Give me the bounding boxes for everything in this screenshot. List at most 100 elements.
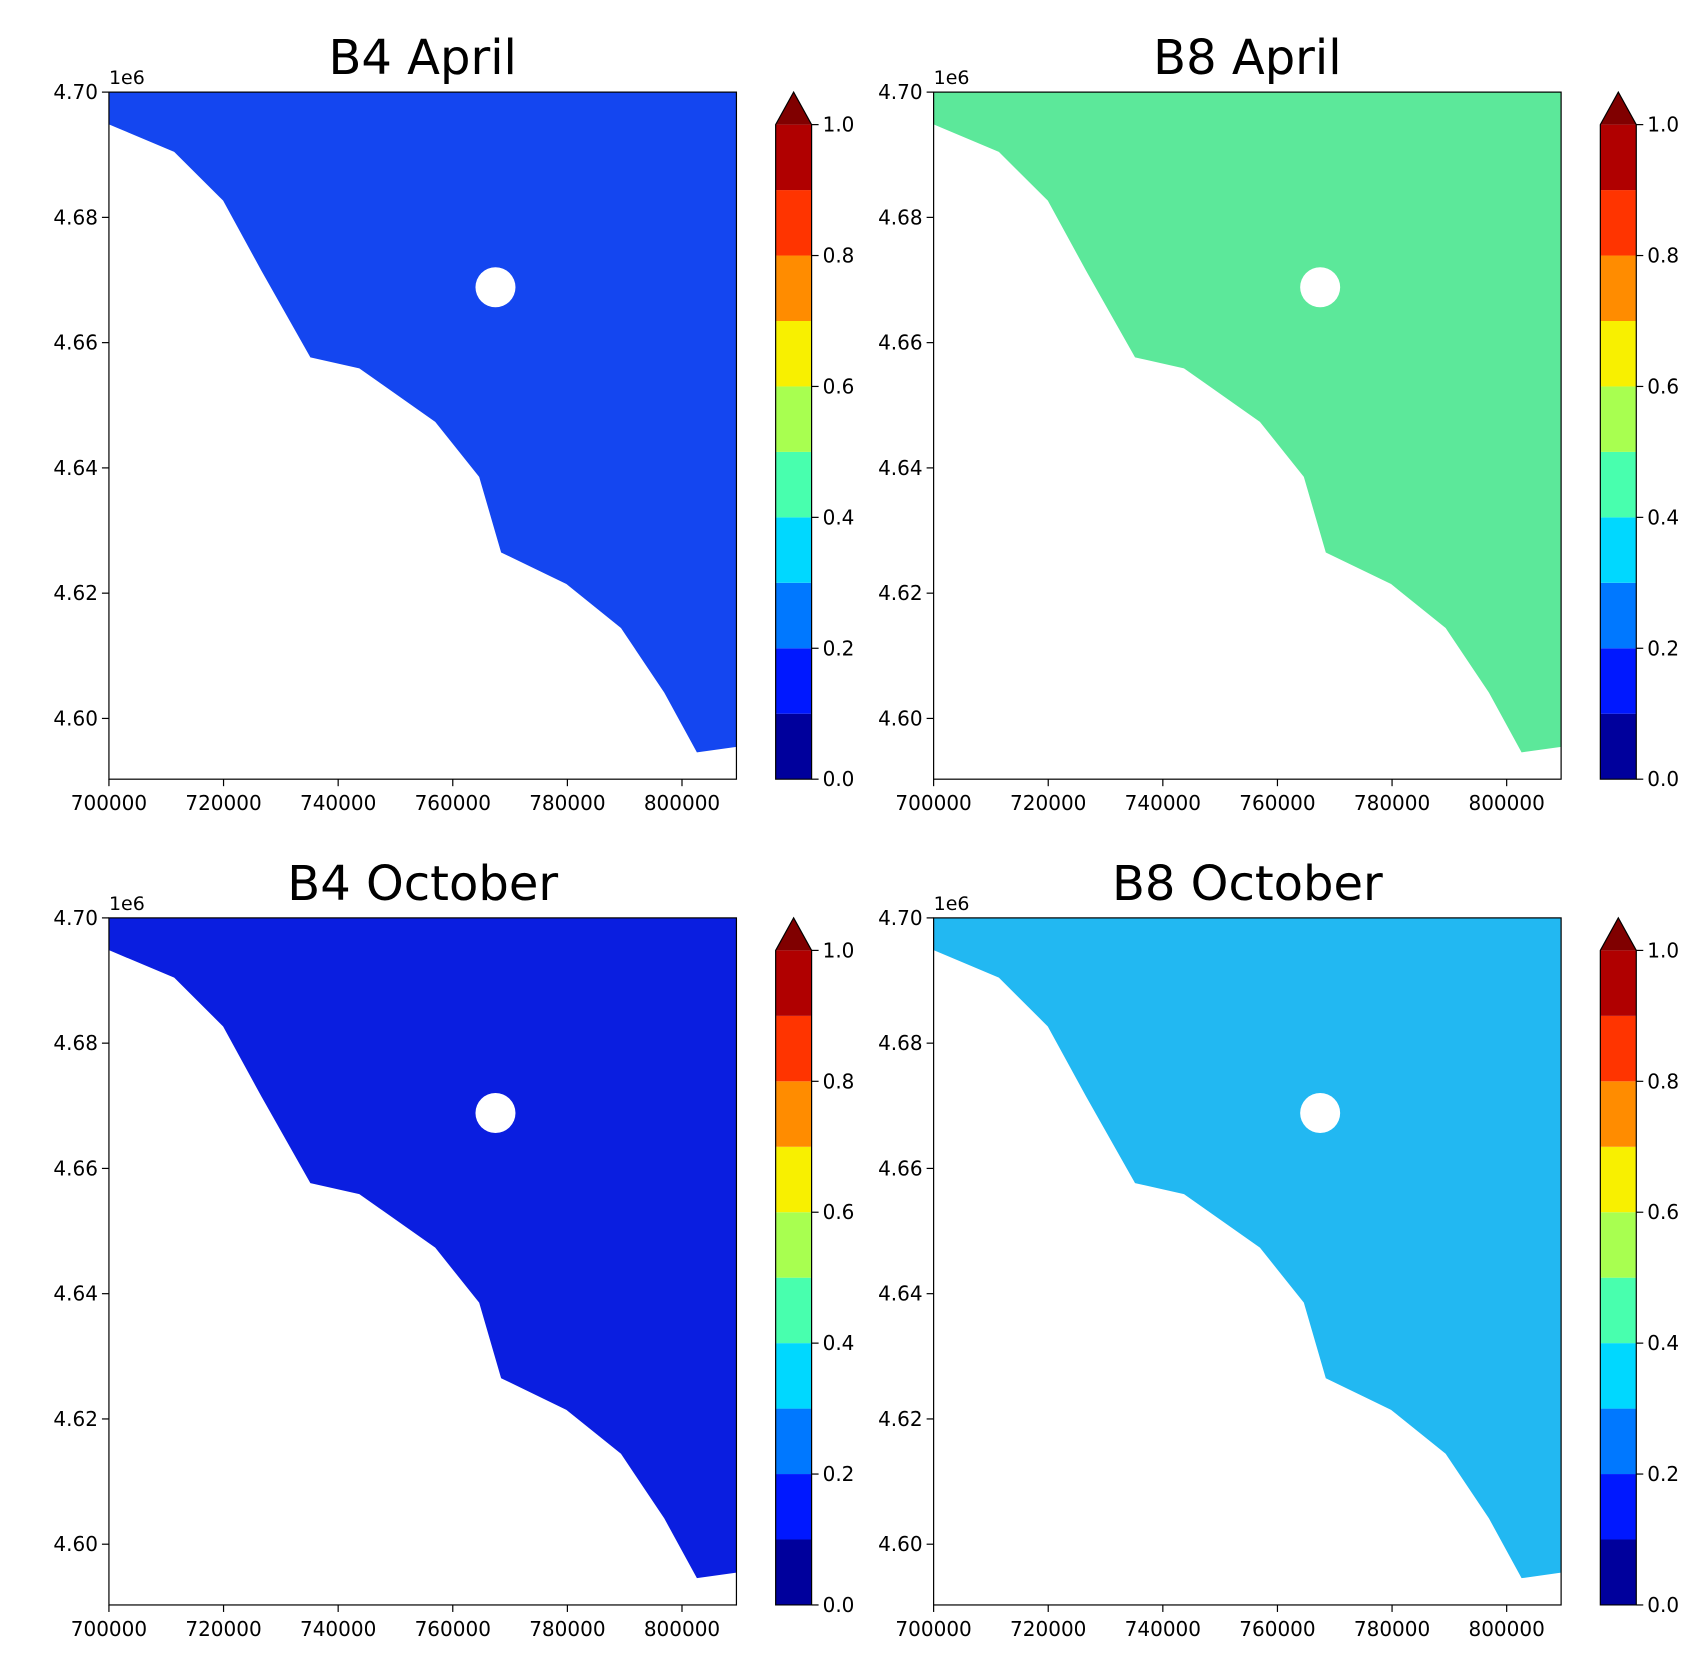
colorbar-segment [775, 1212, 812, 1278]
colorbar-segment [1600, 950, 1637, 1016]
colorbar-segment [775, 582, 812, 649]
y-tick-label: 4.66 [53, 331, 98, 355]
x-tick-label: 760000 [1239, 1617, 1315, 1641]
colorbar-tick-label: 0.6 [823, 1200, 855, 1224]
x-tick-label: 760000 [415, 1617, 491, 1641]
lake [475, 1093, 516, 1134]
y-tick-label: 4.70 [53, 906, 98, 930]
colorbar-tick-label: 0.6 [1647, 1200, 1679, 1224]
colorbar-tick-label: 1.0 [1647, 113, 1679, 137]
x-tick-label: 740000 [1125, 791, 1201, 815]
axes-frame [933, 917, 1562, 1606]
y-tick-label: 4.70 [878, 80, 923, 104]
colorbar-extend [1600, 92, 1637, 125]
colorbar-tick-label: 0.4 [1647, 505, 1679, 529]
x-tick-label: 700000 [895, 791, 971, 815]
raster-image [108, 92, 737, 753]
y-tick-label: 4.62 [53, 581, 98, 605]
y-tick-label: 4.60 [878, 1532, 923, 1556]
offset-label: 1e6 [109, 67, 145, 89]
colorbar-outline [775, 916, 813, 1606]
y-tick-label: 4.70 [878, 906, 923, 930]
colorbar-segment [775, 124, 812, 191]
axes-frame [933, 91, 1562, 780]
colorbar-tick-label: 0.0 [1647, 767, 1679, 791]
colorbar-segment [1600, 1343, 1637, 1409]
x-tick-label: 740000 [300, 791, 376, 815]
colorbar-tick-label: 0.0 [823, 1593, 855, 1617]
axes-frame [108, 91, 738, 780]
colorbar-outline [775, 90, 813, 780]
colorbar-segment [1600, 1277, 1637, 1344]
colorbar-tick-label: 0.8 [1647, 244, 1679, 268]
colorbar-segment [1600, 386, 1637, 452]
colorbar-segment [775, 1474, 812, 1540]
colorbar-tick-label: 1.0 [823, 938, 855, 962]
colorbar-tick-label: 1.0 [1647, 938, 1679, 962]
offset-label: 1e6 [934, 67, 970, 89]
colorbar-tick-label: 0.6 [1647, 374, 1679, 398]
y-tick-label: 4.70 [53, 80, 98, 104]
y-tick-label: 4.68 [878, 1031, 923, 1055]
colorbar-segment [775, 1343, 812, 1409]
y-tick-label: 4.60 [878, 706, 923, 730]
colorbar-segment [1600, 320, 1637, 387]
colorbar-segment [775, 1408, 812, 1475]
colorbar-segment [1600, 1474, 1637, 1540]
colorbar-segment [1600, 517, 1637, 583]
colorbar-segment [775, 1539, 812, 1605]
colorbar-extend [775, 92, 812, 125]
x-tick-label: 720000 [1010, 1617, 1086, 1641]
colorbar-tick-label: 0.2 [823, 636, 855, 660]
y-tick-label: 4.66 [53, 1156, 98, 1180]
colorbar-tick-label: 0.8 [1647, 1069, 1679, 1093]
y-tick-label: 4.64 [878, 1282, 923, 1306]
y-tick-label: 4.62 [878, 581, 923, 605]
x-tick-label: 740000 [300, 1617, 376, 1641]
x-tick-label: 700000 [71, 791, 147, 815]
colorbar-segment [775, 320, 812, 387]
colorbar-segment [1600, 451, 1637, 518]
x-tick-label: 760000 [415, 791, 491, 815]
y-tick-label: 4.68 [878, 205, 923, 229]
y-tick-label: 4.60 [53, 706, 98, 730]
colorbar-segment [775, 1146, 812, 1213]
colorbar-segment [775, 190, 812, 256]
colorbar-segment [775, 1277, 812, 1344]
colorbar-tick-label: 0.0 [823, 767, 855, 791]
colorbar-segment [775, 451, 812, 518]
lake [1300, 1093, 1341, 1134]
x-tick-label: 800000 [644, 1617, 720, 1641]
x-tick-label: 780000 [1354, 791, 1430, 815]
offset-label: 1e6 [109, 893, 145, 915]
colorbar-segment [1600, 582, 1637, 649]
colorbar-segment [1600, 1408, 1637, 1475]
colorbar-segment [1600, 1015, 1637, 1082]
raster-image [933, 917, 1562, 1579]
panel-title: B4 April [328, 30, 516, 86]
x-tick-label: 720000 [185, 1617, 261, 1641]
x-tick-label: 720000 [1010, 791, 1086, 815]
colorbar-segment [1600, 124, 1637, 191]
y-tick-label: 4.66 [878, 1156, 923, 1180]
x-tick-label: 720000 [185, 791, 261, 815]
x-tick-label: 740000 [1125, 1617, 1201, 1641]
colorbar-segment [775, 386, 812, 452]
x-tick-label: 800000 [1468, 791, 1544, 815]
colorbar-segment [775, 255, 812, 321]
colorbar-tick-label: 0.2 [1647, 1462, 1679, 1486]
colorbar-segment [1600, 255, 1637, 321]
y-tick-label: 4.68 [53, 205, 98, 229]
panel-title: B4 October [287, 856, 558, 912]
colorbar-tick-label: 0.4 [1647, 1331, 1679, 1355]
colorbar-extend [775, 917, 812, 951]
lake [1300, 267, 1341, 308]
colorbar-tick-label: 0.2 [823, 1462, 855, 1486]
y-tick-label: 4.64 [878, 456, 923, 480]
colorbar-tick-label: 0.2 [1647, 636, 1679, 660]
colorbar-tick-label: 0.6 [823, 374, 855, 398]
y-tick-label: 4.62 [53, 1407, 98, 1431]
colorbar-tick-label: 0.4 [823, 505, 855, 529]
raster-image [933, 92, 1562, 753]
